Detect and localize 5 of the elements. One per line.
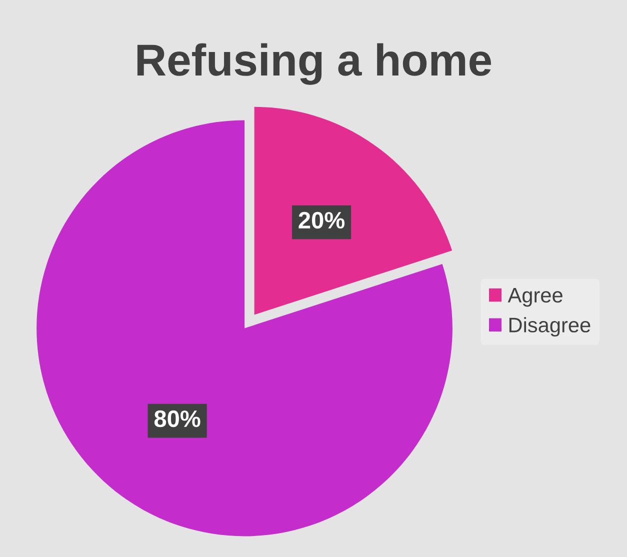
- chart-title: Refusing a home: [137, 43, 492, 85]
- data-label: 20%: [298, 212, 345, 229]
- legend-label: Agree: [508, 288, 562, 307]
- legend-label: Disagree: [509, 317, 590, 337]
- data-label: 80%: [154, 410, 200, 428]
